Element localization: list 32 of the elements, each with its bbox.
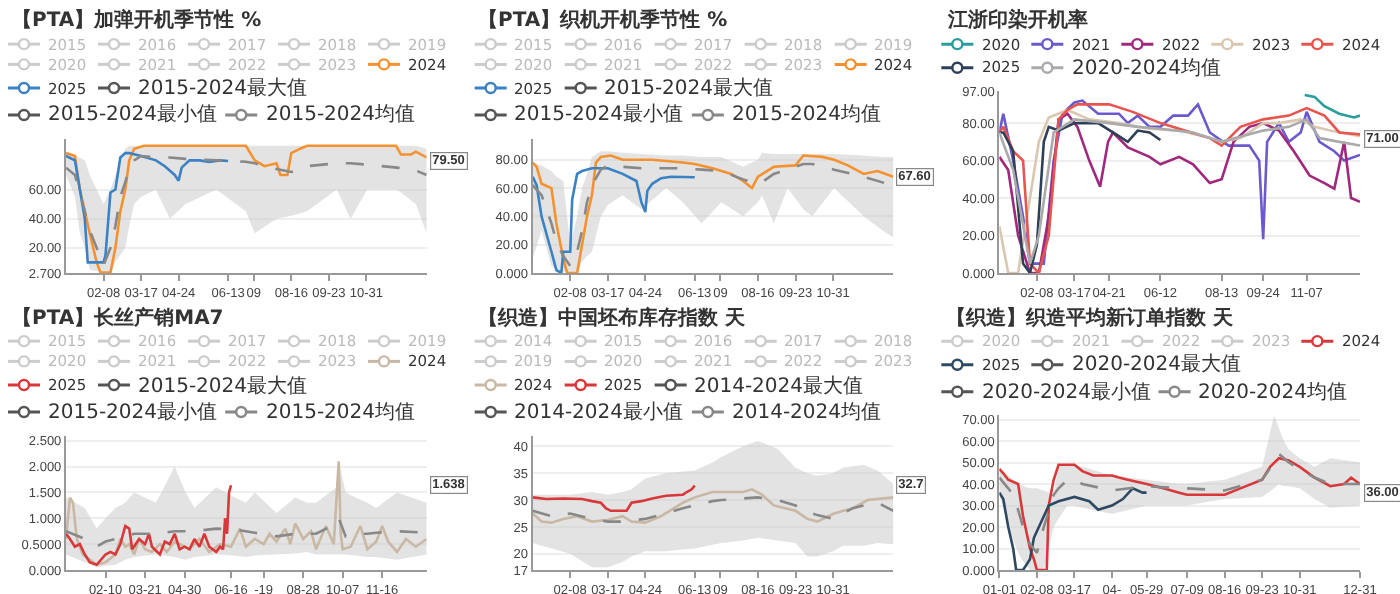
line-series bbox=[1303, 93, 1360, 119]
legend-label: 2020-2024均值 bbox=[1072, 56, 1222, 80]
legend-label: 2020-2024最大值 bbox=[1072, 352, 1242, 376]
legend-label: 2014-2024均值 bbox=[732, 400, 882, 424]
legend-label: 2015-2024最小值 bbox=[514, 102, 684, 126]
line-series bbox=[66, 151, 230, 264]
legend-label: 2015-2024最小值 bbox=[48, 102, 218, 126]
line-series bbox=[66, 483, 233, 567]
line-series bbox=[999, 452, 1360, 555]
legend-label: 2015-2024均值 bbox=[732, 102, 882, 126]
line-series bbox=[532, 496, 894, 523]
chart-title: 【PTA】加弹开机季节性 % bbox=[12, 8, 262, 32]
line-series bbox=[532, 488, 894, 524]
line-series bbox=[532, 484, 697, 513]
legend-label: 2015-2024最大值 bbox=[138, 76, 308, 100]
chart-title: 【织造】中国坯布库存指数 天 bbox=[478, 306, 747, 330]
legend-label: 2015-2024均值 bbox=[266, 400, 416, 424]
legend-label: 2014-2024最小值 bbox=[514, 400, 684, 424]
legend-label: 2015-2024均值 bbox=[266, 102, 416, 126]
chart-title: 江浙印染开机率 bbox=[946, 8, 1088, 32]
chart-title: 【PTA】织机开机季节性 % bbox=[478, 8, 728, 32]
legend-label: 2020-2024最小值 bbox=[982, 380, 1152, 404]
line-series bbox=[999, 121, 1162, 273]
line-series bbox=[532, 166, 697, 273]
chart-title: 【织造】织造平均新订单指数 天 bbox=[946, 306, 1235, 330]
chart-title: 【PTA】长丝产销MA7 bbox=[12, 306, 224, 330]
line-series bbox=[999, 487, 1148, 570]
legend-label: 2015-2024最大值 bbox=[138, 374, 308, 398]
legend-label: 2015-2024最大值 bbox=[604, 76, 774, 100]
legend-label: 2020-2024均值 bbox=[1198, 380, 1348, 404]
legend-label: 2015-2024最小值 bbox=[48, 400, 218, 424]
legend-label: 2014-2024最大值 bbox=[694, 374, 864, 398]
